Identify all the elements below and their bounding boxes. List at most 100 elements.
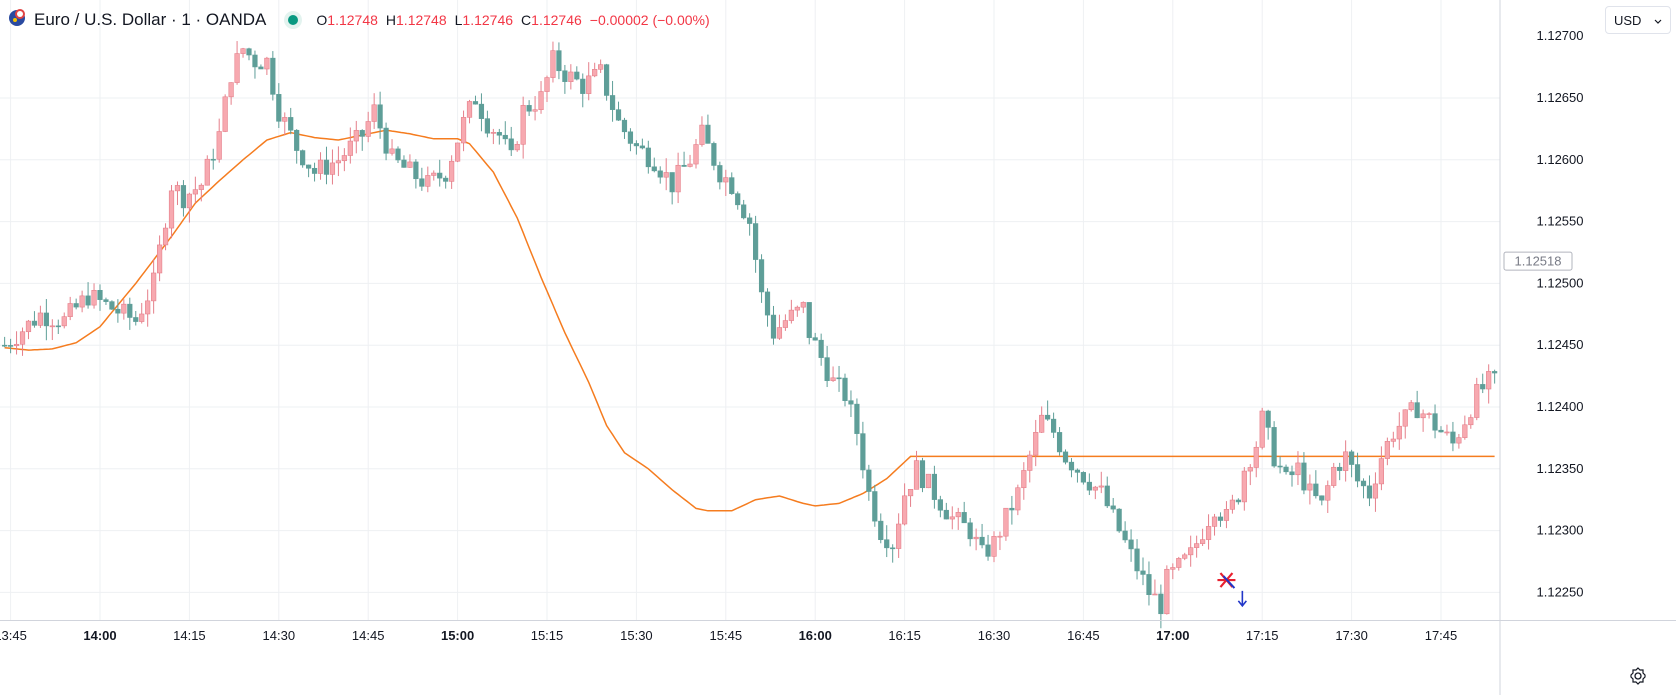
candle-body (1378, 458, 1384, 485)
candle (121, 299, 127, 320)
candle (955, 507, 961, 530)
candle-body (925, 473, 932, 489)
candle-body (1068, 461, 1075, 471)
candle (133, 310, 139, 326)
candle (1337, 462, 1343, 481)
candle-body (157, 244, 163, 274)
candle (1188, 535, 1194, 567)
y-tick-label: 1.12300 (1537, 523, 1584, 538)
candle-body (973, 536, 979, 540)
candle-body (151, 272, 157, 302)
candle-body (460, 117, 467, 144)
candle-body (544, 77, 550, 92)
candle-body (365, 121, 371, 137)
candle-body (657, 170, 663, 178)
candle-body (1015, 487, 1021, 511)
candle-body (276, 94, 282, 122)
candle-body (1360, 480, 1367, 487)
candle-body (1450, 431, 1456, 444)
candle (1474, 377, 1480, 421)
candle (633, 140, 639, 155)
candle (85, 282, 91, 309)
candle-body (520, 105, 526, 145)
candle (1349, 449, 1355, 478)
candle-body (139, 313, 145, 322)
candle-body (758, 259, 765, 293)
candle-body (1253, 446, 1259, 468)
candle (1229, 494, 1235, 514)
candle (782, 314, 788, 331)
candle (55, 319, 61, 335)
candle-body (1021, 470, 1027, 489)
candle (1074, 468, 1081, 483)
candle (1259, 407, 1265, 450)
candle-body (270, 57, 276, 95)
candle-body (1384, 441, 1390, 459)
candle (860, 421, 866, 479)
candle (454, 142, 461, 163)
candle-body (1372, 483, 1379, 499)
chevron-down-icon (1654, 13, 1662, 28)
candle (168, 185, 175, 239)
candle-body (979, 536, 985, 546)
candle (401, 155, 407, 168)
candle (824, 345, 830, 388)
candle-body (967, 522, 973, 540)
candle-body (401, 159, 407, 168)
y-tick-label: 1.12450 (1537, 337, 1584, 352)
candle-body (800, 302, 806, 308)
candle-body (1313, 483, 1319, 497)
candle (145, 289, 151, 327)
candle (73, 298, 79, 310)
candle (723, 169, 729, 197)
candle-body (586, 75, 592, 94)
gear-icon[interactable] (1628, 666, 1648, 686)
candle-body (794, 306, 800, 311)
symbol-title[interactable]: Euro / U.S. Dollar · 1 · OANDA (34, 10, 267, 29)
candle (204, 155, 210, 186)
candle-body (639, 145, 645, 149)
candle-body (526, 105, 532, 112)
candle (764, 288, 771, 327)
candle (246, 47, 252, 61)
candle (1146, 561, 1152, 606)
candle (228, 82, 234, 105)
candle (61, 312, 67, 329)
candle (1456, 433, 1462, 449)
candle-body (31, 320, 38, 326)
candle-body (323, 159, 330, 175)
candle (979, 523, 985, 549)
candle (1247, 464, 1253, 486)
candle (752, 215, 759, 273)
candle-body (717, 165, 723, 183)
candle-body (550, 50, 556, 78)
candle (383, 122, 389, 161)
candle (1068, 458, 1075, 478)
candle (1134, 539, 1140, 580)
candle-body (681, 164, 687, 167)
market-open-status-icon (288, 15, 299, 25)
y-tick-label: 1.12400 (1537, 399, 1584, 414)
candle (109, 300, 115, 310)
candle (1295, 451, 1301, 486)
x-tick-label: 14:00 (83, 628, 116, 643)
candle-body (347, 140, 353, 156)
candle-body (1247, 467, 1253, 472)
candle (389, 139, 395, 156)
candle (1343, 440, 1349, 482)
candle (1414, 390, 1420, 419)
candle-body (192, 189, 198, 195)
candle-body (1289, 471, 1295, 476)
candle (1027, 450, 1033, 483)
currency-dropdown[interactable]: USD (1605, 6, 1671, 34)
candle-body (842, 377, 848, 401)
candle-body (1104, 485, 1110, 507)
candle (556, 42, 562, 80)
candle-body (818, 339, 824, 358)
candle (365, 111, 371, 143)
candle (1253, 441, 1259, 478)
candle (419, 167, 425, 191)
candle (550, 41, 556, 83)
